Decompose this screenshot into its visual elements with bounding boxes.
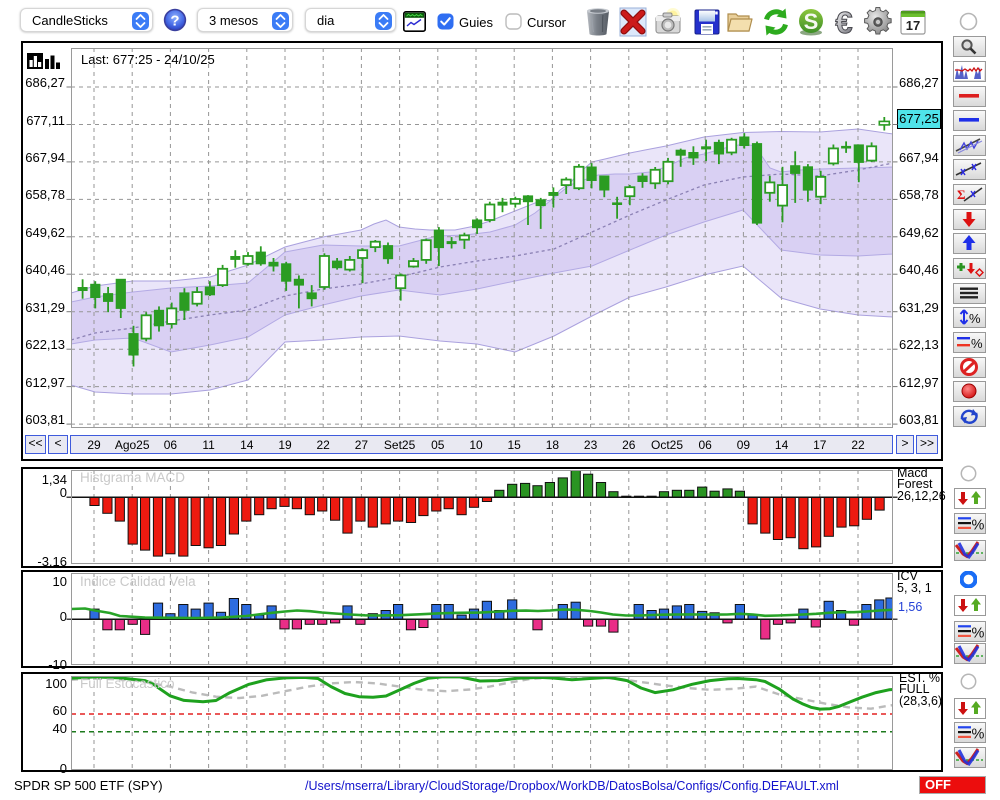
svg-text:%: % [969,311,981,326]
svg-text:€: € [835,7,852,37]
svg-text:17: 17 [906,18,920,33]
svg-text:%: % [972,518,985,533]
svg-text:Σ: Σ [957,187,966,202]
svg-text:%: % [972,625,985,640]
svg-text:?: ? [170,13,179,30]
svg-text:%: % [972,727,985,742]
svg-text:S: S [804,9,819,34]
svg-text:%: % [971,336,983,351]
